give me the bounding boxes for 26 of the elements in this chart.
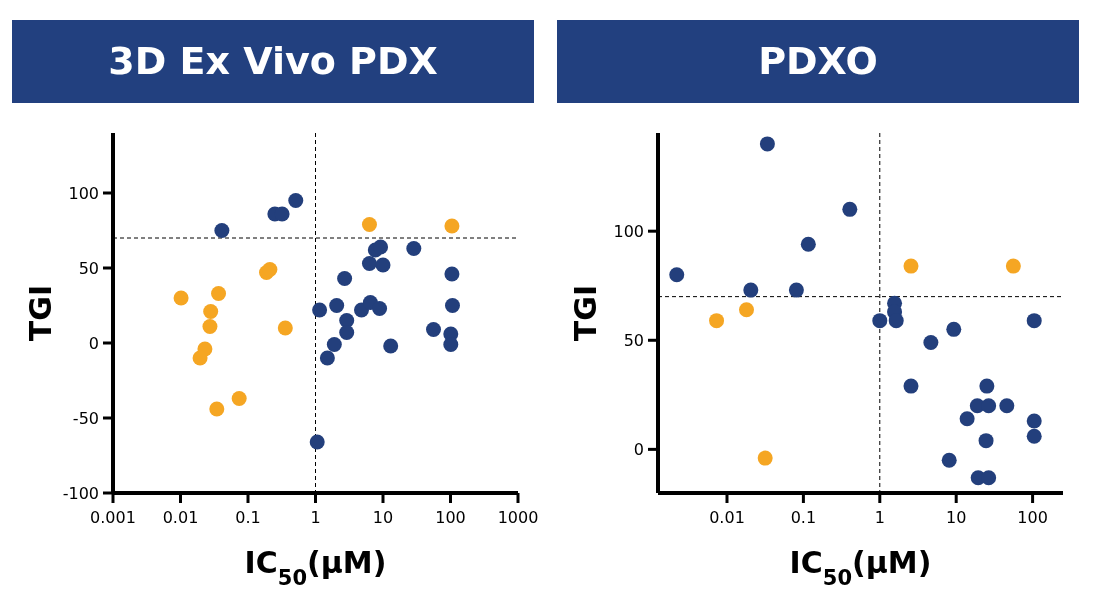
x-tick-label: 1000 bbox=[497, 508, 539, 527]
x-tick-label: 0.1 bbox=[235, 508, 261, 527]
chart-title: 3D Ex Vivo PDX bbox=[108, 39, 438, 83]
y-axis-title: TGI bbox=[568, 284, 603, 342]
y-tick-label: -100 bbox=[62, 483, 99, 503]
x-tick-label: 1 bbox=[310, 508, 321, 527]
x-tick-label: 10 bbox=[946, 508, 967, 527]
x-tick-label: 100 bbox=[1017, 508, 1048, 527]
x-tick-label: 1 bbox=[874, 508, 885, 527]
x-tick-label: 0.001 bbox=[90, 508, 136, 527]
y-tick-label: -50 bbox=[72, 408, 99, 428]
x-tick-label: 0.1 bbox=[790, 508, 817, 527]
x-axis-title: IC$_{50}$(μM) bbox=[244, 545, 387, 590]
y-tick-label: 50 bbox=[623, 330, 644, 350]
y-tick-label: 50 bbox=[78, 258, 99, 278]
x-axis-title: IC$_{50}$(μM) bbox=[789, 545, 932, 590]
x-tick-label: 0.01 bbox=[709, 508, 745, 527]
y-tick-label: 100 bbox=[68, 183, 99, 203]
y-tick-label: 0 bbox=[88, 333, 99, 353]
chart-title: PDXO bbox=[758, 39, 878, 83]
x-tick-label: 100 bbox=[435, 508, 466, 527]
x-tick-label: 0.01 bbox=[162, 508, 199, 527]
y-tick-label: 0 bbox=[633, 439, 644, 459]
y-tick-label: 100 bbox=[613, 221, 644, 241]
y-axis-title: TGI bbox=[23, 284, 58, 342]
x-tick-label: 10 bbox=[372, 508, 394, 527]
